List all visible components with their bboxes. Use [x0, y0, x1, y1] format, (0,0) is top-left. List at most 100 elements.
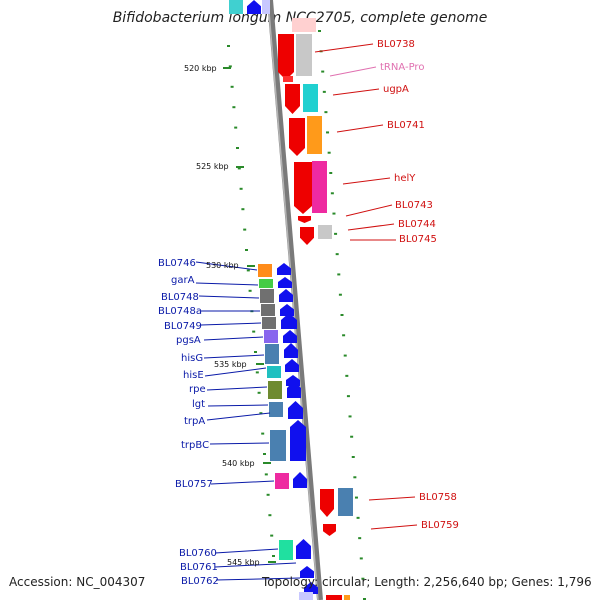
scale-dash-right — [324, 111, 328, 114]
scale-dash-left — [241, 208, 245, 211]
leader-line-left — [203, 336, 264, 341]
gene-arrow — [285, 359, 299, 372]
gene-arrow — [284, 343, 298, 358]
leader-line-left — [214, 548, 279, 554]
gene-label-bl0749[interactable]: BL0749 — [164, 321, 202, 332]
gene-label-trna-pro[interactable]: tRNA-Pro — [380, 62, 424, 73]
gene-label-hely[interactable]: helY — [394, 173, 416, 184]
scale-dash-right — [348, 415, 352, 418]
gene-block — [270, 430, 286, 461]
leader-line-right — [342, 177, 391, 185]
gene-arrow — [277, 263, 291, 275]
gene-label-bl0759[interactable]: BL0759 — [421, 520, 459, 531]
scale-dash-left — [232, 106, 236, 109]
gene-label-rpe[interactable]: rpe — [189, 384, 206, 395]
gene-label-bl0741[interactable]: BL0741 — [387, 120, 425, 131]
gene-block — [229, 0, 243, 14]
gene-label-bl0761[interactable]: BL0761 — [180, 562, 218, 573]
gene-arrow — [278, 277, 292, 288]
scale-dash-right — [350, 435, 354, 438]
scale-dash-left — [228, 65, 232, 68]
gene-arrow — [304, 582, 318, 594]
gene-block — [283, 76, 293, 82]
scale-major-tick — [247, 265, 255, 267]
scale-dash-right — [351, 456, 355, 458]
gene-label-bl0744[interactable]: BL0744 — [398, 219, 436, 230]
gene-arrow — [280, 304, 294, 316]
gene-label-bl0748[interactable]: BL0748 — [161, 292, 199, 303]
gene-label-bl0745[interactable]: BL0745 — [399, 234, 437, 245]
gene-block — [318, 225, 332, 239]
gene-arrow — [293, 472, 307, 488]
gene-block — [259, 279, 273, 288]
scale-dash-right — [356, 516, 360, 519]
tick-535kbp: 535 kbp — [214, 360, 247, 369]
scale-major-tick — [263, 462, 271, 464]
gene-label-bl0760[interactable]: BL0760 — [179, 548, 217, 559]
label-leader-layer — [195, 43, 418, 581]
gene-block — [307, 116, 322, 154]
scale-dash-left — [239, 187, 243, 190]
scale-dash-left — [227, 45, 230, 47]
scale-dash-right — [334, 232, 338, 235]
scale-major-tick — [223, 67, 231, 69]
gene-label-gara[interactable]: garA — [171, 275, 195, 286]
gene-arrow — [288, 401, 303, 419]
gene-arrow — [286, 375, 300, 386]
gene-block — [303, 84, 318, 112]
scale-dash-layer — [223, 30, 366, 600]
genome-backbone — [267, 0, 323, 600]
gene-arrow — [294, 162, 312, 214]
gene-block — [312, 161, 327, 213]
gene-label-bl0762[interactable]: BL0762 — [181, 576, 219, 587]
scale-dash-right — [361, 577, 365, 580]
leader-line-left — [195, 261, 258, 271]
leader-line-left — [207, 404, 269, 407]
scale-major-tick — [236, 166, 244, 168]
leader-line-right — [347, 223, 395, 231]
genome-summary-text: Topology: circular; Length: 2,256,640 bp… — [262, 575, 592, 589]
gene-label-bl0758[interactable]: BL0758 — [419, 492, 457, 503]
scale-dash-left — [266, 493, 270, 496]
scale-dash-right — [340, 314, 344, 316]
gene-label-lgt[interactable]: lgt — [192, 399, 205, 410]
gene-arrow — [278, 34, 294, 80]
gene-block — [267, 366, 281, 378]
gene-block — [292, 18, 316, 32]
scale-dash-left — [272, 555, 275, 557]
scale-dash-right — [329, 172, 333, 174]
gene-block — [296, 34, 312, 76]
gene-label-bl0743[interactable]: BL0743 — [395, 200, 433, 211]
gene-label-hise[interactable]: hisE — [183, 370, 204, 381]
scale-dash-right — [318, 30, 321, 32]
leader-line-left — [204, 367, 267, 377]
gene-label-hisg[interactable]: hisG — [181, 353, 203, 364]
leader-line-left — [200, 322, 262, 326]
gene-label-trpa[interactable]: trpA — [184, 416, 205, 427]
scale-dash-right — [342, 334, 346, 337]
gene-arrow — [296, 539, 311, 559]
gene-arrow — [281, 313, 297, 329]
leader-line-left — [210, 480, 275, 485]
gene-arrow — [289, 118, 305, 156]
gene-label-pgsa[interactable]: pgsA — [176, 335, 201, 346]
gene-label-bl0748a[interactable]: BL0748a — [158, 306, 202, 317]
tick-540kbp: 540 kbp — [222, 459, 255, 468]
gene-label-bl0757[interactable]: BL0757 — [175, 479, 213, 490]
gene-block — [265, 344, 279, 364]
gene-arrow — [323, 524, 336, 536]
scale-dash-left — [261, 432, 265, 435]
gene-label-trpbc[interactable]: trpBC — [181, 440, 209, 451]
scale-dash-left — [257, 391, 261, 394]
leader-line-left — [215, 577, 301, 581]
gene-block — [268, 381, 282, 399]
gene-label-ugpa[interactable]: ugpA — [383, 84, 409, 95]
leader-line-left — [198, 295, 260, 299]
gene-label-bl0746[interactable]: BL0746 — [158, 258, 196, 269]
gene-block — [299, 592, 313, 600]
gene-label-bl0738[interactable]: BL0738 — [377, 39, 415, 50]
gene-arrow — [300, 566, 314, 578]
tick-525kbp: 525 kbp — [196, 162, 229, 171]
gene-arrow — [279, 289, 293, 302]
